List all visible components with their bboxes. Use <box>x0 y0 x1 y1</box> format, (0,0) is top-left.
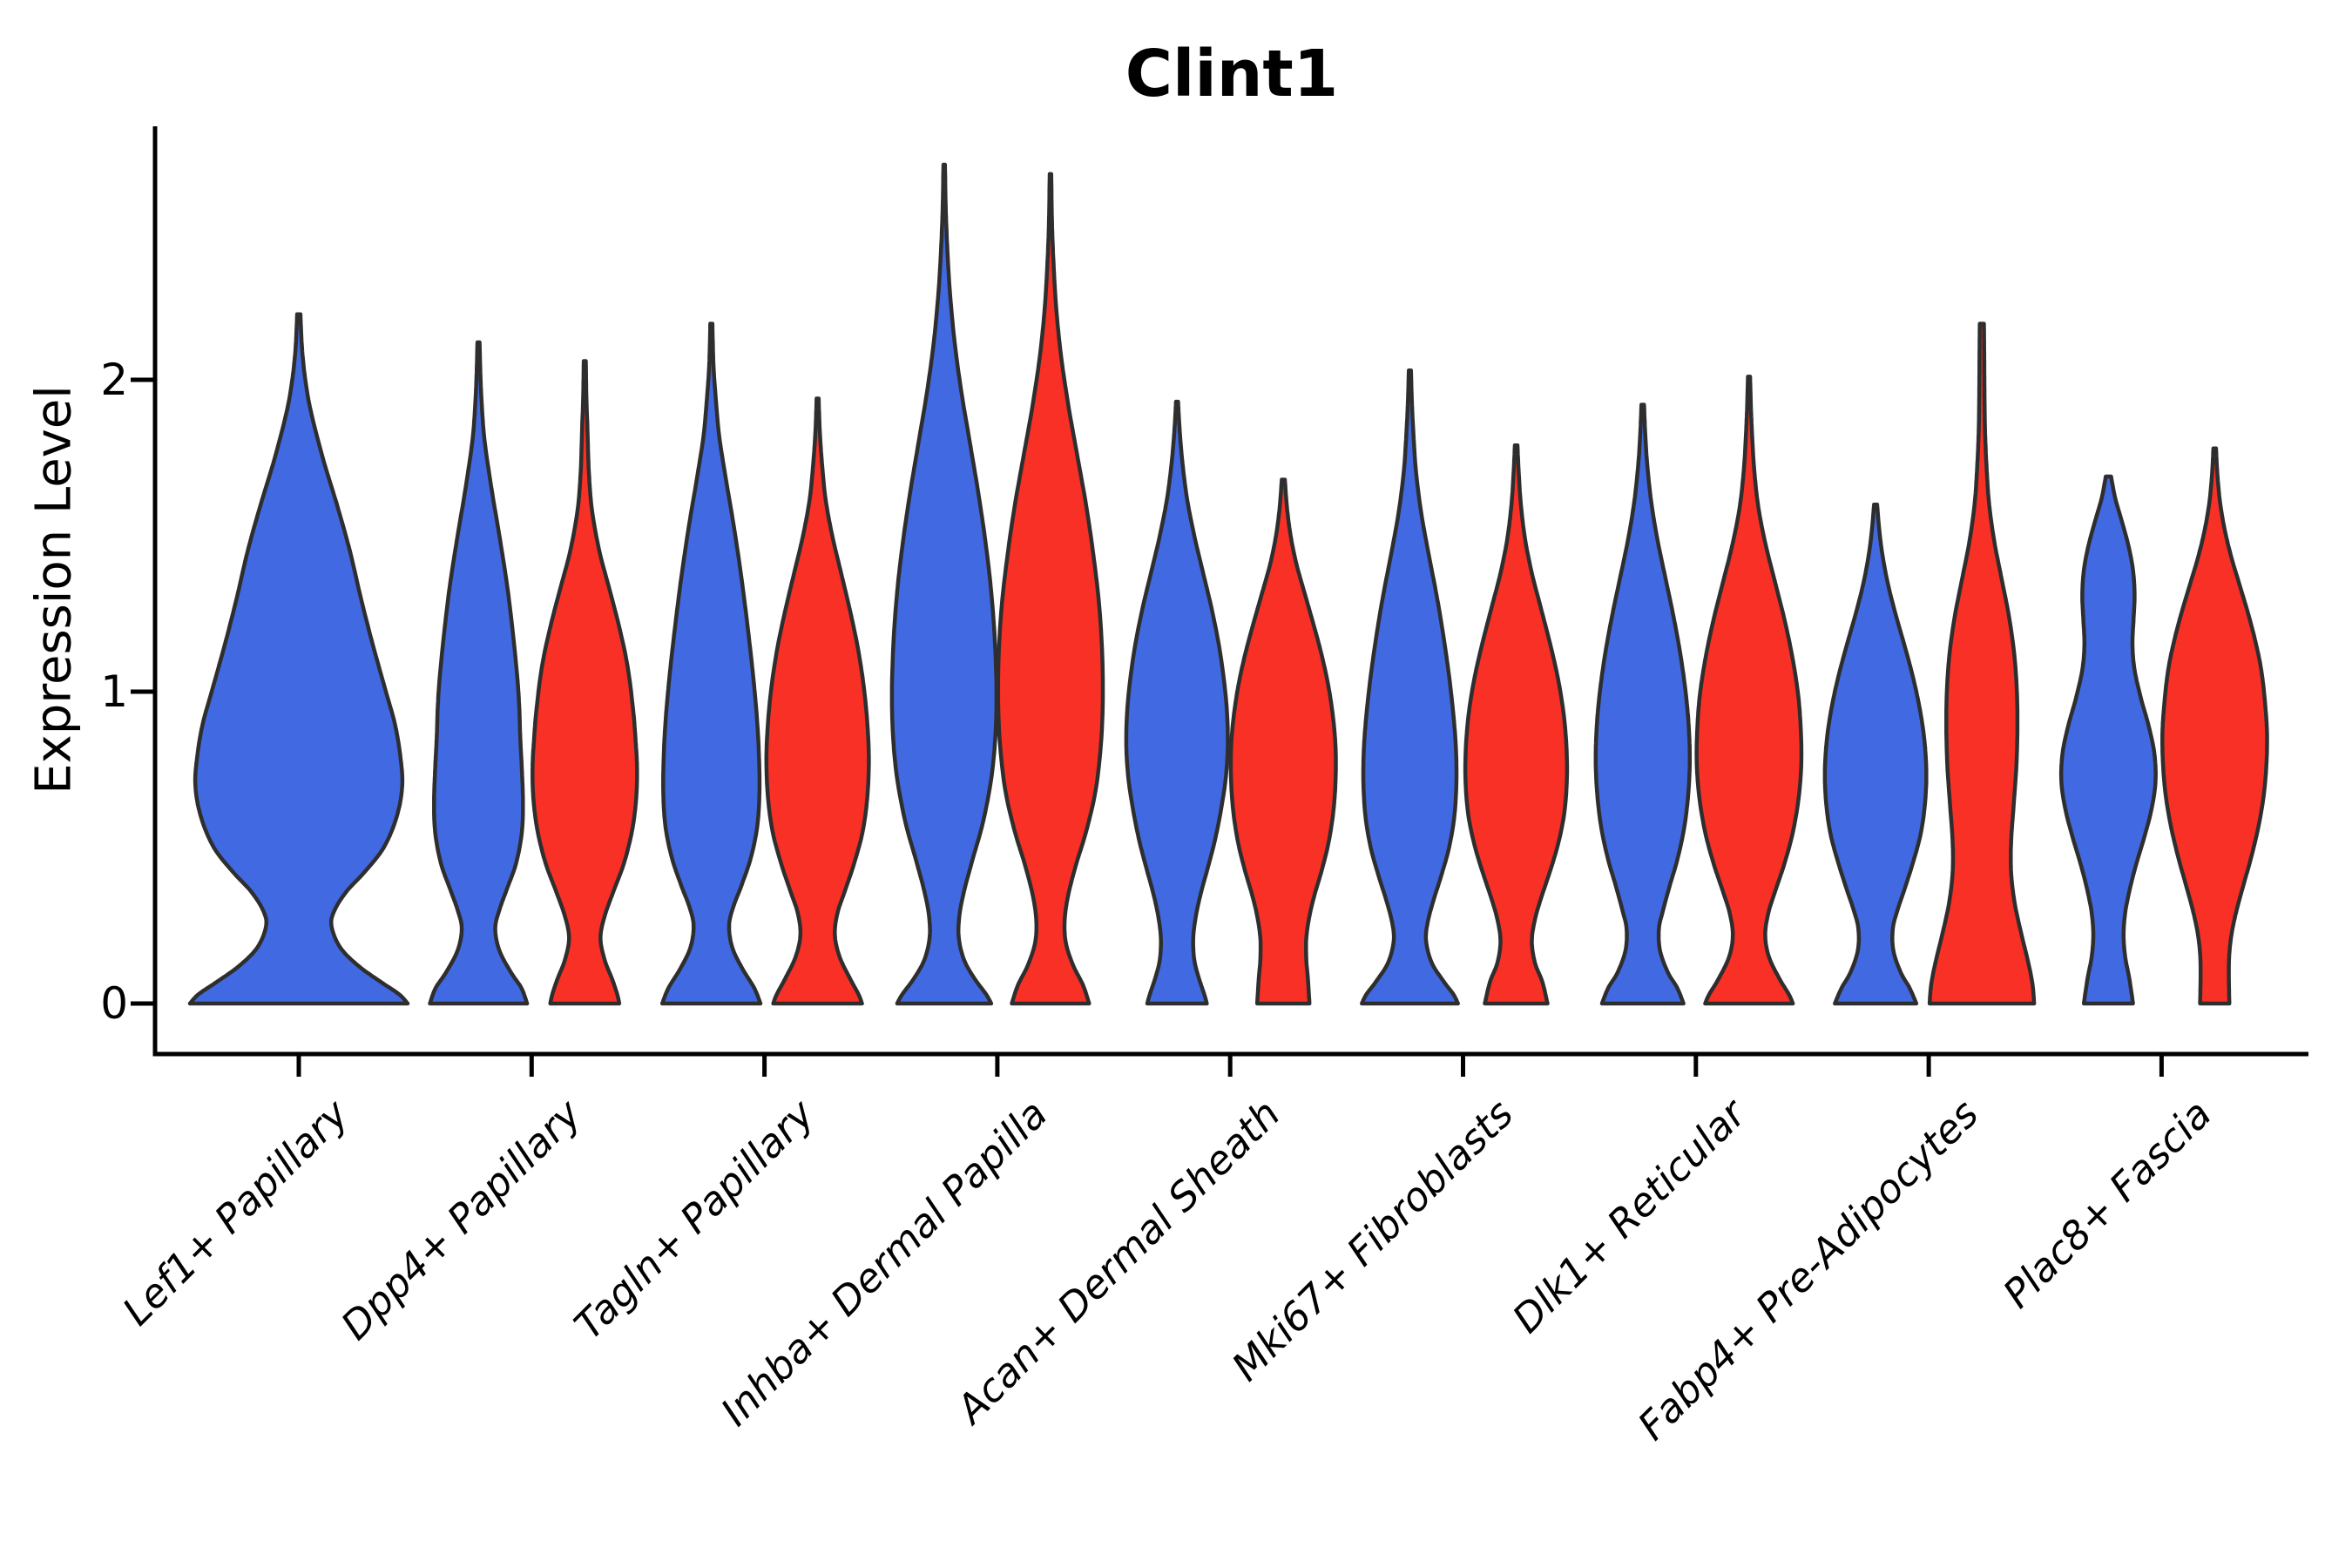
y-axis-label: Expression Level <box>25 385 83 794</box>
violin-red-5 <box>1463 443 1570 1006</box>
violin-red-7 <box>1927 321 2037 1006</box>
violin-blue-0 <box>187 312 410 1006</box>
violin-red-8 <box>2160 446 2269 1006</box>
y-tick-label: 2 <box>100 355 128 405</box>
violin-red-3 <box>996 172 1105 1006</box>
violin-red-1 <box>531 359 639 1006</box>
violin-red-2 <box>764 396 871 1006</box>
violin-blue-4 <box>1124 399 1230 1006</box>
violin-blue-8 <box>2058 474 2158 1006</box>
y-tick-label: 0 <box>100 978 128 1029</box>
violin-blue-1 <box>428 340 530 1006</box>
chart-title: Clint1 <box>1125 37 1339 112</box>
violin-blue-7 <box>1822 502 1929 1006</box>
violin-red-6 <box>1694 375 1804 1006</box>
violin-blue-5 <box>1360 368 1460 1006</box>
y-tick-label: 1 <box>100 666 128 717</box>
violin-red-4 <box>1228 477 1338 1006</box>
violin-blue-2 <box>659 321 763 1006</box>
violin-blue-6 <box>1593 402 1693 1006</box>
violin-blue-3 <box>889 162 999 1006</box>
